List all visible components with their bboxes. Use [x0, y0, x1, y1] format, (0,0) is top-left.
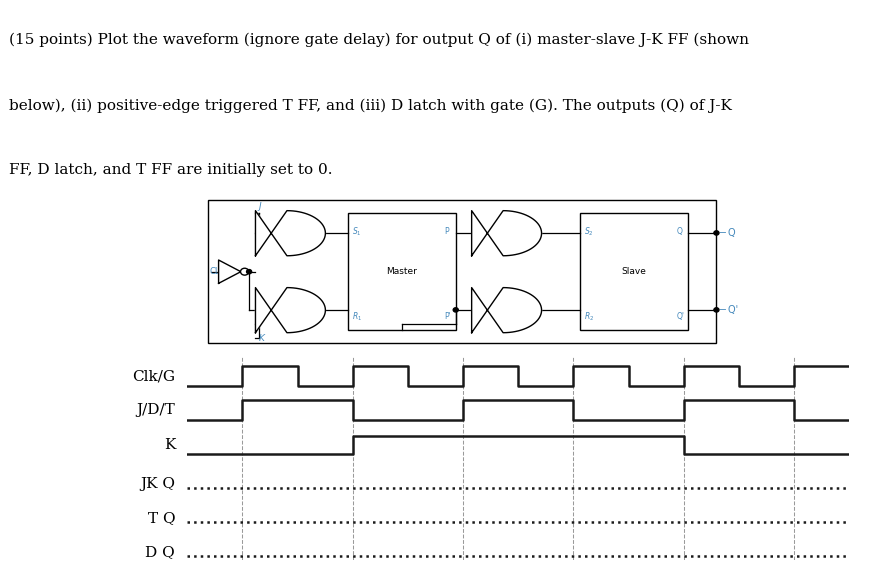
Text: ─ Q': ─ Q' — [719, 305, 739, 315]
Text: J: J — [259, 203, 261, 212]
Circle shape — [714, 308, 719, 312]
Text: CLK: CLK — [210, 267, 226, 276]
Text: J/D/T: J/D/T — [137, 403, 175, 417]
Circle shape — [714, 231, 719, 235]
Text: K: K — [164, 438, 175, 452]
Text: ─ Q: ─ Q — [719, 228, 736, 238]
Text: T Q: T Q — [147, 511, 175, 525]
Circle shape — [453, 308, 458, 312]
Polygon shape — [255, 288, 326, 333]
Polygon shape — [472, 211, 542, 256]
Text: Q: Q — [677, 228, 682, 237]
Text: K: K — [259, 333, 265, 342]
Polygon shape — [472, 288, 542, 333]
Text: $R_1$: $R_1$ — [352, 311, 362, 323]
Text: (15 points) Plot the waveform (ignore gate delay) for output Q of (i) master-sla: (15 points) Plot the waveform (ignore ga… — [9, 33, 749, 48]
Bar — [208, 200, 717, 344]
Circle shape — [246, 269, 252, 274]
Polygon shape — [219, 260, 241, 284]
Text: P: P — [444, 228, 449, 237]
Text: Q': Q' — [677, 312, 685, 321]
Text: D Q: D Q — [145, 545, 175, 559]
Text: Master: Master — [386, 267, 417, 276]
Circle shape — [240, 268, 249, 275]
Text: Slave: Slave — [621, 267, 646, 276]
Text: FF, D latch, and T FF are initially set to 0.: FF, D latch, and T FF are initially set … — [9, 164, 332, 178]
Text: JK Q: JK Q — [140, 477, 175, 491]
Polygon shape — [255, 211, 326, 256]
Text: below), (ii) positive-edge triggered T FF, and (iii) D latch with gate (G). The : below), (ii) positive-edge triggered T F… — [9, 98, 732, 113]
Text: P': P' — [444, 312, 451, 321]
Text: $R_2$: $R_2$ — [584, 311, 594, 323]
Text: Clk/G: Clk/G — [132, 369, 175, 383]
Bar — [580, 213, 688, 330]
Text: $S_2$: $S_2$ — [584, 226, 594, 238]
Bar — [348, 213, 456, 330]
Text: $S_1$: $S_1$ — [352, 226, 361, 238]
